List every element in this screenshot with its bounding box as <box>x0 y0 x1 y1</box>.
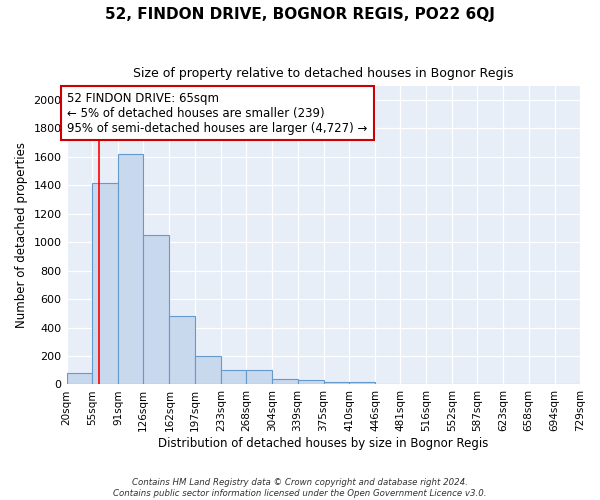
Title: Size of property relative to detached houses in Bognor Regis: Size of property relative to detached ho… <box>133 68 514 80</box>
Text: Contains HM Land Registry data © Crown copyright and database right 2024.
Contai: Contains HM Land Registry data © Crown c… <box>113 478 487 498</box>
Text: 52 FINDON DRIVE: 65sqm
← 5% of detached houses are smaller (239)
95% of semi-det: 52 FINDON DRIVE: 65sqm ← 5% of detached … <box>67 92 368 134</box>
Bar <box>349 382 375 384</box>
Bar <box>323 382 349 384</box>
X-axis label: Distribution of detached houses by size in Bognor Regis: Distribution of detached houses by size … <box>158 437 488 450</box>
Bar <box>298 380 323 384</box>
Bar <box>118 154 143 384</box>
Bar <box>246 370 272 384</box>
Bar <box>169 316 195 384</box>
Bar <box>143 235 169 384</box>
Text: 52, FINDON DRIVE, BOGNOR REGIS, PO22 6QJ: 52, FINDON DRIVE, BOGNOR REGIS, PO22 6QJ <box>105 8 495 22</box>
Bar <box>221 370 246 384</box>
Bar <box>92 182 118 384</box>
Y-axis label: Number of detached properties: Number of detached properties <box>15 142 28 328</box>
Bar <box>67 373 92 384</box>
Bar <box>272 379 298 384</box>
Bar <box>195 356 221 384</box>
